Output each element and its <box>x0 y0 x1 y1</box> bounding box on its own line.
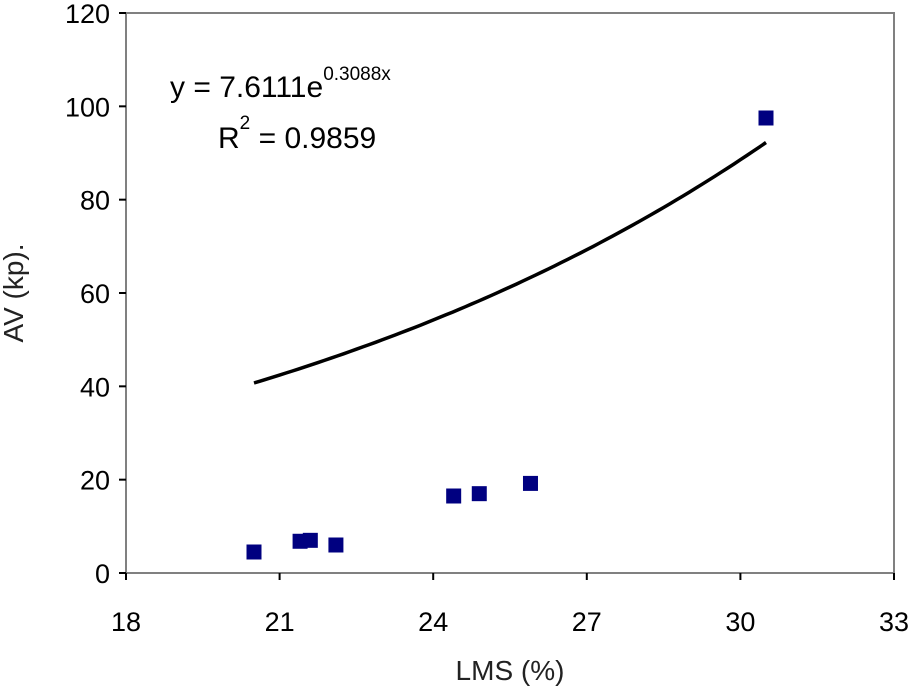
data-point <box>328 537 344 553</box>
data-point <box>446 488 462 504</box>
data-point <box>246 544 262 560</box>
y-tick-label: 100 <box>65 92 110 122</box>
r-squared: R2 = 0.9859 <box>218 113 376 155</box>
data-point <box>471 486 487 502</box>
x-tick-label: 21 <box>265 607 295 637</box>
r2-superscript: 2 <box>240 113 251 134</box>
y-tick-label: 0 <box>95 559 110 589</box>
y-tick-label: 120 <box>65 0 110 29</box>
equation-base: y = 7.6111e <box>170 71 323 104</box>
equation-exponent: 0.3088x <box>323 64 391 85</box>
x-tick-label: 30 <box>725 607 755 637</box>
y-axis-title: AV (kp). <box>0 243 29 342</box>
y-tick-label: 80 <box>80 186 110 216</box>
data-point <box>522 475 538 491</box>
trendline <box>253 141 767 385</box>
data-point <box>758 110 774 126</box>
r2-prefix: R <box>218 122 240 155</box>
x-tick-label: 18 <box>111 607 141 637</box>
trendline-equation: y = 7.6111e0.3088x <box>170 64 391 104</box>
y-tick-label: 40 <box>80 372 110 402</box>
x-tick-label: 24 <box>418 607 448 637</box>
plot-area <box>125 12 895 574</box>
x-tick-label: 27 <box>572 607 602 637</box>
data-point <box>302 532 318 548</box>
r2-value: = 0.9859 <box>250 122 376 155</box>
y-tick-label: 60 <box>80 279 110 309</box>
x-tick-label: 33 <box>879 607 909 637</box>
y-tick-label: 20 <box>80 466 110 496</box>
x-axis-title: LMS (%) <box>456 655 565 686</box>
